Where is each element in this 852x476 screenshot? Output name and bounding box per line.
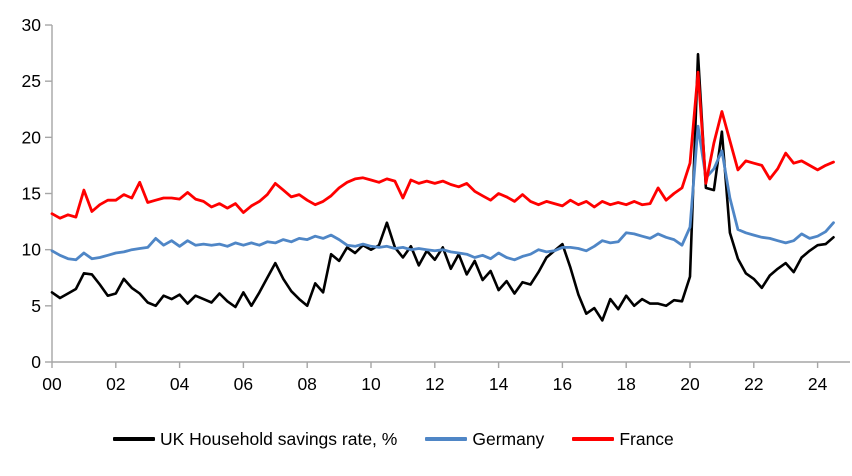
x-axis-tick-label: 12 [425, 374, 444, 394]
x-axis-tick-label: 08 [297, 374, 316, 394]
x-axis-tick-label: 24 [808, 374, 828, 394]
legend-line-sample-uk [113, 437, 155, 441]
x-axis-tick-label: 22 [744, 374, 763, 394]
x-axis-tick-label: 20 [680, 374, 700, 394]
legend-line-sample-germany [425, 437, 468, 441]
y-axis-tick-label: 30 [22, 15, 42, 35]
x-axis-tick-label: 02 [106, 374, 125, 394]
legend-item-uk: UK Household savings rate, % [113, 429, 397, 449]
x-axis-tick-label: 18 [616, 374, 635, 394]
legend: UK Household savings rate, % Germany Fra… [0, 429, 852, 449]
y-axis-tick-label: 25 [22, 71, 41, 91]
legend-label-uk: UK Household savings rate, % [160, 429, 398, 449]
series-line-uk [50, 52, 835, 322]
legend-label-germany: Germany [472, 429, 545, 449]
y-axis-tick-label: 0 [31, 352, 41, 372]
y-axis-tick-label: 15 [22, 184, 41, 204]
series-line-germany [50, 124, 835, 262]
legend-item-germany: Germany [425, 429, 544, 449]
legend-line-sample-france [572, 437, 615, 441]
x-axis-tick-label: 06 [234, 374, 253, 394]
legend-item-france: France [572, 429, 674, 449]
y-axis-tick-label: 10 [22, 240, 42, 260]
series-line-france [50, 70, 835, 220]
x-axis-tick-label: 16 [553, 374, 572, 394]
y-axis-tick-label: 5 [31, 296, 41, 316]
x-axis-tick-label: 14 [489, 374, 509, 394]
legend-label-france: France [619, 429, 674, 449]
x-axis-tick-label: 10 [361, 374, 381, 394]
plot-area: 0 5 10 15 20 25 30 00 02 04 06 08 10 12 14 16 18 20 22 24 [22, 15, 850, 394]
x-axis-tick-label: 04 [170, 374, 190, 394]
y-axis-tick-label: 20 [22, 127, 42, 147]
x-axis-tick-label: 00 [42, 374, 62, 394]
